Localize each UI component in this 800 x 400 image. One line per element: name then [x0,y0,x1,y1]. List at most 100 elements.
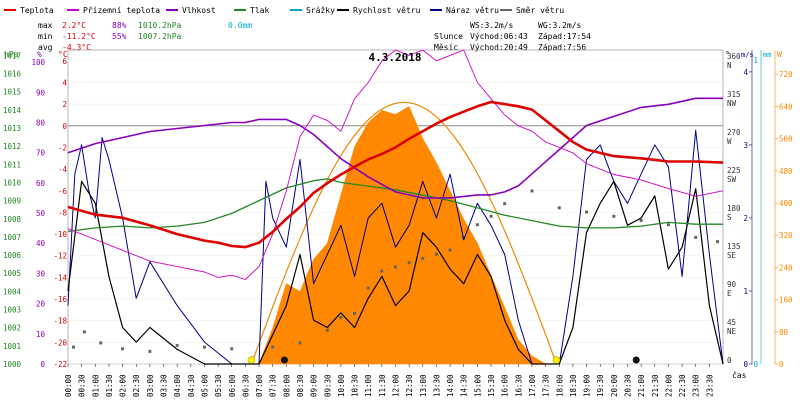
direction-tick-label: 135 [727,242,741,251]
pressure-tick-label: 1015 [3,88,21,97]
time-tick-label: 13:30 [432,374,441,397]
time-tick-label: 10:30 [351,374,360,397]
series-layer [67,49,724,365]
time-tick-label: 18:30 [569,374,578,397]
stats-min-hum: 55% [112,32,127,41]
time-tick-label: 11:30 [378,374,387,397]
humidity-tick-label: 40 [36,239,46,248]
temperature-tick-label: -18 [53,317,67,326]
sun-rise: Východ:06:43 [470,32,528,41]
wind-direction-point [271,345,275,349]
wind-direction-point [421,256,425,260]
time-tick-label: 16:30 [514,374,523,397]
wind-direction-point [639,219,643,223]
temperature-tick-label: -10 [53,230,67,239]
pressure-tick-label: 1007 [3,233,21,242]
time-tick-label: 08:30 [296,374,305,397]
time-tick-label: 01:30 [105,374,114,397]
direction-tick-label: 180 [727,204,741,213]
moon-event-marker [632,356,640,364]
time-tick-label: 14:00 [446,374,455,397]
wind-tick-label: 0 [743,360,748,369]
pressure-tick-label: 1003 [3,306,21,315]
pressure-tick-label: 1017 [3,51,21,60]
chart-title: 4.3.2018 [369,51,422,64]
solar-tick-label: 240 [779,263,793,272]
time-tick-label: 19:00 [583,374,592,397]
time-tick-label: 06:00 [228,374,237,397]
time-tick-label: 22:30 [678,374,687,397]
time-tick-label: 11:00 [364,374,373,397]
direction-compass-label: SW [727,175,737,184]
legend-label: Teplota [20,6,54,15]
temperature-tick-label: -2 [58,143,67,152]
time-tick-label: 05:30 [214,374,223,397]
direction-compass-label: NE [727,327,737,336]
time-tick-label: 21:30 [651,374,660,397]
pressure-tick-label: 1016 [3,70,22,79]
time-tick-label: 09:00 [310,374,319,397]
legend-label: Přízemní teplota [83,6,160,15]
wind-direction-point [353,311,357,315]
temperature-tick-label: -6 [58,187,68,196]
unit-pressure: hPa [4,50,19,59]
time-tick-label: 07:30 [269,374,278,397]
stats-avg-temp: -4.3°C [62,43,91,52]
moon-event-marker [280,356,288,364]
solar-tick-label: 160 [779,296,793,305]
time-tick-label: 06:30 [241,374,250,397]
wind-direction-point [175,343,179,347]
time-tick-label: 15:00 [473,374,482,397]
wind-direction-point [666,223,670,227]
wind-stat-wg: WG:3.2m/s [538,21,582,30]
time-tick-label: 03:30 [160,374,169,397]
temperature-tick-label: -16 [53,295,67,304]
humidity-tick-label: 100 [31,58,45,67]
wind-direction-point [557,206,561,210]
wind-direction-point [489,214,493,218]
direction-tick-label: 90 [727,280,737,289]
stats-max-press: 1010.2hPa [138,21,182,30]
time-tick-label: 21:00 [637,374,646,397]
unit-temperature: °C [58,50,68,59]
stats-block: max 2.2°C 88% 1010.2hPa 0.0mm min -11.2°… [38,21,591,52]
pressure-tick-label: 1001 [3,342,21,351]
solar-tick-label: 400 [779,199,793,208]
solar-tick-label: 320 [779,231,793,240]
pressure-tick-label: 1000 [3,360,22,369]
humidity-tick-label: 30 [36,269,46,278]
time-tick-label: 07:00 [255,374,264,397]
legend-label: Vlhkost [182,6,216,15]
solar-tick-label: 480 [779,167,793,176]
pressure-tick-label: 1005 [3,269,21,278]
time-tick-label: 00:30 [78,374,87,397]
stats-max-temp: 2.2°C [62,21,86,30]
time-tick-label: 02:30 [132,374,141,397]
time-tick-label: 03:00 [146,374,155,397]
wind-direction-point [394,265,397,269]
unit-humidity: % [37,50,42,59]
direction-compass-label: W [727,137,732,146]
unit-rain: mm [763,51,771,59]
pressure-tick-label: 1002 [3,324,21,333]
humidity-tick-label: 50 [36,209,46,218]
sun-set: Západ:17:54 [538,32,591,41]
direction-tick-label: 270 [727,128,741,137]
direction-tick-label: 0 [727,356,732,365]
pressure-tick-label: 1004 [3,287,22,296]
legend-label: Srážky [306,6,335,15]
wind-direction-point [407,261,411,265]
wind-direction-point [366,286,370,290]
pressure-tick-label: 1011 [3,160,21,169]
wind-direction-point [448,248,452,252]
humidity-line [67,97,723,199]
time-tick-label: 15:30 [487,374,496,397]
wind-direction-point [380,269,384,273]
time-tick-label: 05:00 [200,374,209,397]
wind-speed-line [67,180,724,365]
temperature-tick-label: -4 [58,165,68,174]
direction-tick-label: 315 [727,90,741,99]
time-tick-label: 22:00 [664,374,673,397]
temperature-tick-label: 0 [62,122,67,131]
temperature-tick-label: -22 [53,360,67,369]
